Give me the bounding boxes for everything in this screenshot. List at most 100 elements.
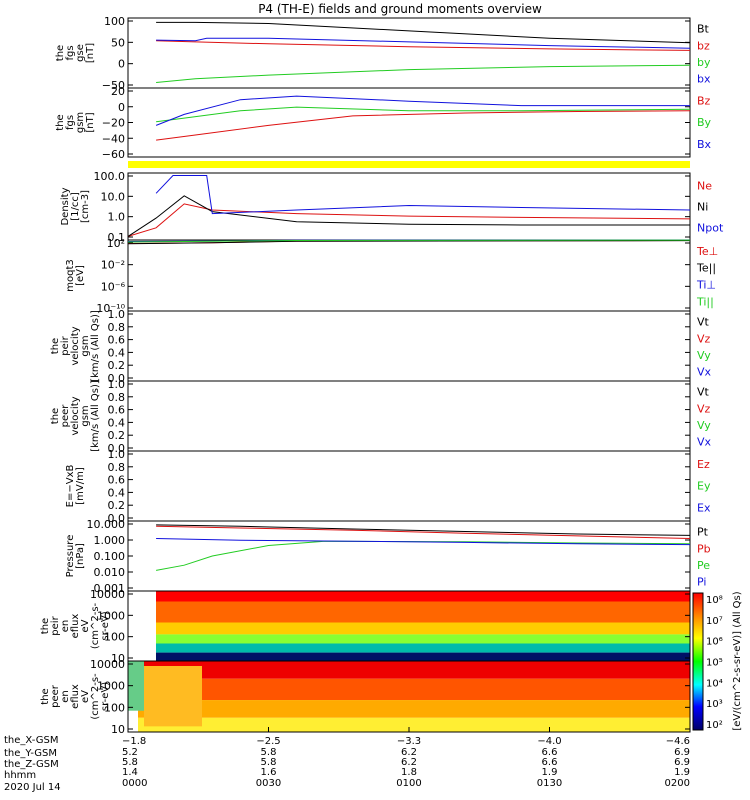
- y-tick-label: 1.0: [108, 308, 126, 321]
- y-axis-label-line: [eV]: [75, 265, 86, 286]
- panel-4: 10² 10⁻² 10⁻⁶ 10⁻¹⁰ moqt3[eV] Te⊥ Te|| Ti⊥ Ti||: [65, 237, 718, 315]
- panel-10: 10000100010010thepeerenefluxeV(cm^2-s-sr…: [40, 658, 691, 736]
- y-tick-label: 0.2: [108, 429, 126, 442]
- page-title: P4 (TH-E) fields and ground moments over…: [258, 2, 542, 16]
- series-line-bz: [156, 40, 691, 51]
- panel-5: 1.00.80.60.40.20.0 thepeirvelocitygsm[km/…: [50, 308, 712, 385]
- y-tick-label: 100.0: [94, 170, 126, 183]
- legend-entry: Ex: [697, 502, 711, 515]
- heatmap-band: [144, 666, 202, 727]
- legend-entry: Vy: [697, 419, 711, 432]
- panel-3: 100.0 10.0 1.0 0.1 Density[1/cc][cm-3] Ne Ni Np…: [60, 170, 724, 244]
- x-tick-mlt: −4.6: [666, 736, 690, 747]
- panel-frame: [127, 450, 691, 522]
- colorbar-tick-label: 10³: [706, 699, 723, 710]
- x-tick-mlt: −2.5: [256, 736, 280, 747]
- panel-2: 20 0 −20 −40 −60 thefgsgsm[nT] Bz By Bx: [55, 85, 712, 161]
- y-tick-label: 10.000: [87, 518, 126, 531]
- series-line-Pt: [156, 524, 691, 536]
- series-line-Pb: [156, 525, 691, 539]
- y-tick-label: 50: [111, 36, 125, 49]
- y-tick-label: 10⁻⁶: [101, 280, 126, 293]
- y-tick-label: 0.100: [94, 550, 126, 563]
- y-axis-label-line: the: [50, 408, 61, 424]
- x-tick-mlt: −3.3: [397, 736, 421, 747]
- y-tick-label: 10.0: [101, 190, 126, 203]
- legend-entry: Npot: [697, 221, 724, 234]
- y-axis-label-line: velocity: [70, 396, 81, 435]
- legend-entry: Bz: [697, 95, 711, 108]
- x-row-label: the_Y-GSM: [4, 748, 57, 759]
- x-tick-z: 1.8: [401, 767, 417, 778]
- panel-frame: [127, 87, 691, 158]
- colorbar-tick-label: 10⁸: [706, 595, 723, 606]
- y-axis-label-line: peir: [50, 615, 61, 635]
- y-tick-label: 10⁻¹⁰: [96, 302, 125, 315]
- y-tick-label: 1000: [97, 609, 125, 622]
- y-tick-label: 0.4: [108, 346, 126, 359]
- y-axis-label-line: eflux: [70, 614, 81, 639]
- x-tick-time: 0130: [537, 778, 562, 789]
- y-axis-label: thepeirvelocitygsm[km/s (All Qs)]: [50, 310, 101, 382]
- legend-entry: Vy: [697, 349, 711, 362]
- y-tick-label: 10000: [90, 588, 125, 601]
- heatmap-band: [156, 591, 690, 602]
- series-line-By: [156, 106, 691, 123]
- heatmap-band: [138, 700, 690, 718]
- legend-entry: Vz: [697, 332, 711, 345]
- y-tick-label: 100: [104, 15, 125, 28]
- x-tick-x: 6.9: [674, 747, 690, 758]
- y-axis-label-line: velocity: [70, 326, 81, 365]
- heatmap-band: [156, 622, 690, 635]
- legend-entry: Pi: [697, 576, 706, 589]
- y-axis-label-line: [nPa]: [75, 543, 86, 569]
- legend-entry: Bx: [697, 138, 712, 151]
- heatmap-band: [156, 643, 690, 653]
- y-axis-label-line: Density: [60, 187, 71, 225]
- y-axis-label-line: [km/s (All Qs)]: [90, 380, 101, 452]
- y-axis-label-line: gsm: [80, 405, 91, 426]
- y-axis-label-line: en: [60, 690, 71, 703]
- x-tick-y: 5.8: [261, 757, 277, 768]
- y-axis-label-line: sr-eV): [100, 611, 111, 640]
- y-axis-label: thepeerenefluxeV(cm^2-s-sr-eV): [40, 673, 111, 720]
- y-tick-label: 0.6: [108, 474, 126, 487]
- y-axis-label: Pressure[nPa]: [65, 535, 86, 578]
- x-row-label: the_X-GSM: [4, 735, 58, 746]
- legend-entry: Vx: [697, 436, 712, 449]
- colorbar-label: [eV/(cm^2-s-sr-eV)] (All Qs): [732, 591, 743, 730]
- y-axis-label-line: peir: [60, 335, 71, 355]
- y-axis-label-line: [1/cc]: [70, 192, 81, 221]
- y-axis-label-line: sr-eV): [100, 682, 111, 711]
- y-axis-label-line: E=−VxB: [65, 465, 76, 508]
- legend-entry: Pt: [697, 526, 709, 539]
- y-tick-label: 1.0: [108, 448, 126, 461]
- y-axis-label-line: [km/s (All Qs)]: [90, 310, 101, 382]
- heatmap-band: [156, 634, 690, 644]
- panel-8: 10.0001.0000.1000.0100.001Pressure[nPa]P…: [65, 518, 711, 595]
- y-tick-label: −20: [102, 117, 125, 130]
- y-axis-label: moqt3[eV]: [65, 259, 86, 292]
- panel-9: 10000100010010thepeirenefluxeV(cm^2-s-sr…: [40, 588, 691, 665]
- x-tick-time: 0200: [665, 778, 690, 789]
- x-tick-y: 6.6: [542, 757, 558, 768]
- panel-7: 1.00.80.60.40.20.0 E=−VxB[mV/m] Ez Ey Ex: [65, 448, 711, 525]
- panel-frame: [127, 310, 691, 382]
- x-tick-y: 5.8: [122, 757, 138, 768]
- y-axis-label: thepeervelocitygsm[km/s (All Qs)]: [50, 380, 101, 452]
- y-tick-label: 1.000: [94, 534, 126, 547]
- y-axis-label-line: gse: [75, 44, 86, 62]
- x-tick-x: 5.2: [122, 747, 138, 758]
- y-axis-label-line: the: [55, 45, 66, 61]
- panel-frame: [127, 172, 691, 241]
- series-line-Ni: [127, 195, 690, 237]
- y-tick-label: 10⁻²: [101, 259, 125, 272]
- colorbar: 10⁸ 10⁷ 10⁶ 10⁵ 10⁴ 10³ 10² [eV/(cm^2-s-sr-eV)]…: [692, 591, 743, 731]
- series-line-Ti: [127, 239, 691, 243]
- x-tick-x: 6.2: [401, 747, 417, 758]
- heatmap-band: [156, 652, 690, 661]
- y-axis-label: thefgsgsm[nT]: [55, 112, 96, 133]
- y-axis-label-line: gsm: [75, 112, 86, 133]
